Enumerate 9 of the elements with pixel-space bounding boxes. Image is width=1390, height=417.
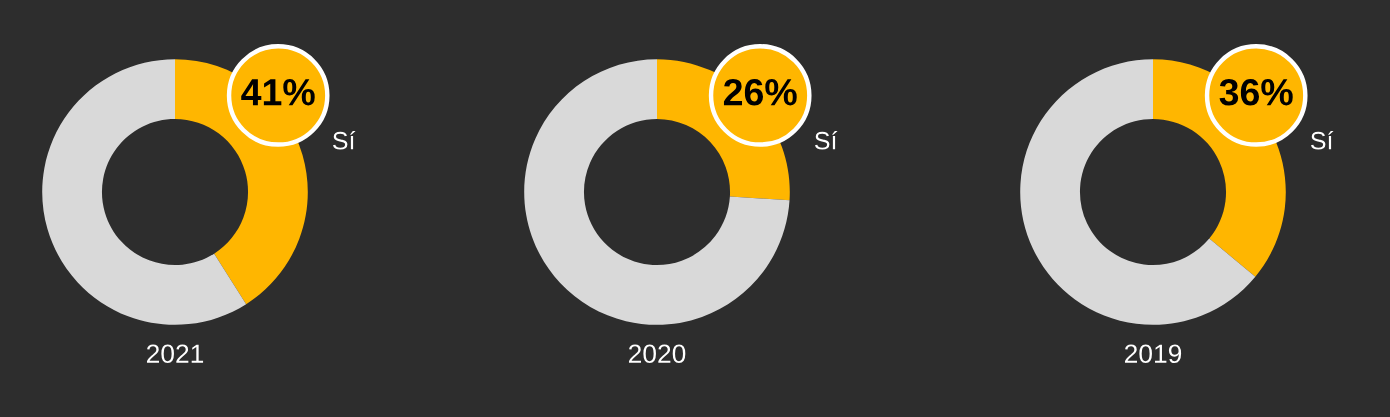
text: 2020: [628, 344, 686, 364]
data-label: 41%: [241, 79, 315, 106]
data-label: 36%: [1219, 78, 1293, 106]
data-label: 26%: [723, 78, 797, 106]
slice-label: Sí: [1310, 130, 1334, 150]
slice-label: Sí: [814, 130, 838, 150]
slice-label: Sí: [332, 130, 356, 150]
text: 2021: [146, 344, 204, 364]
text: 2019: [1124, 344, 1182, 364]
